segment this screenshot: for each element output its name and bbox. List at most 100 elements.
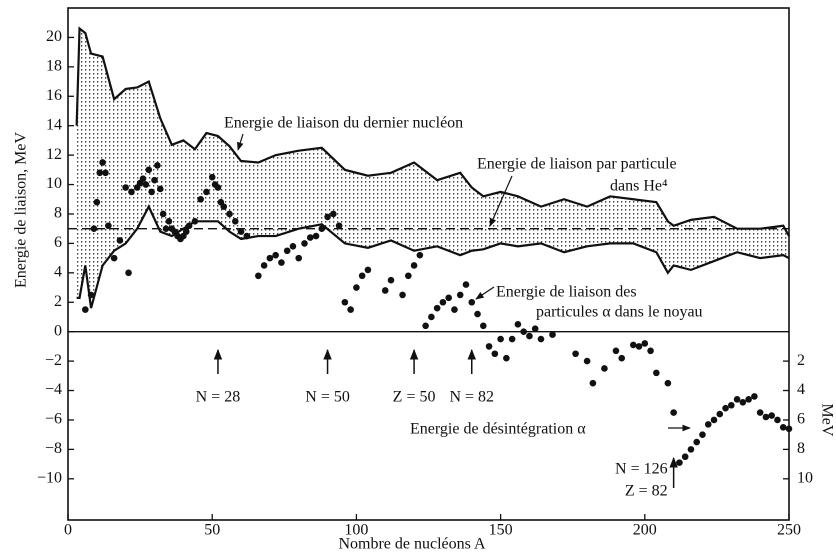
x-tick-label: 50 [204, 522, 220, 539]
point [203, 188, 210, 196]
point [335, 222, 343, 230]
x-tick-label: 100 [344, 522, 368, 539]
y-tick-label: 4 [54, 263, 62, 280]
y-tick-label: 14 [46, 116, 62, 133]
marker-label: Z = 82 [625, 483, 668, 500]
decay-point [739, 398, 747, 406]
annotation: Energie de liaison des [496, 284, 637, 301]
point [255, 272, 262, 280]
point [531, 325, 539, 333]
decay-point [722, 404, 729, 412]
decay-point [693, 438, 701, 446]
point [381, 287, 389, 294]
annotation-arrow [489, 175, 513, 227]
point [197, 195, 204, 203]
point [312, 232, 320, 240]
point [462, 281, 470, 288]
point [399, 291, 406, 299]
decay-point [716, 410, 724, 418]
point [664, 379, 672, 387]
point [128, 188, 135, 196]
point [231, 218, 239, 225]
point [283, 247, 291, 255]
y2-tick-label: 6 [797, 411, 805, 428]
point [182, 228, 190, 235]
y-axis-label: Energie de liaison, MeV [13, 132, 30, 289]
decay-point [710, 416, 718, 424]
decay-point [779, 424, 787, 431]
point [508, 335, 516, 343]
point [162, 225, 170, 232]
point [105, 222, 112, 230]
band-edge [76, 204, 790, 309]
point [145, 166, 153, 174]
point [237, 228, 245, 235]
decay-point [768, 412, 775, 419]
decay-point [704, 421, 712, 428]
decay-point [676, 459, 683, 466]
point [347, 306, 354, 313]
point [491, 350, 499, 358]
point [387, 276, 395, 284]
annotation-arrow [475, 286, 495, 300]
point [125, 269, 132, 277]
point [191, 218, 199, 225]
x-axis-label: Nombre de nucléons A [338, 536, 486, 553]
point [358, 272, 366, 280]
point [537, 335, 545, 343]
decay-point [785, 425, 793, 433]
point [260, 262, 268, 269]
point [214, 184, 222, 191]
annotation-arrow [237, 133, 244, 151]
x-tick-label: 200 [633, 522, 657, 539]
point [589, 379, 597, 387]
point [289, 243, 297, 250]
point [87, 291, 95, 299]
point [647, 347, 654, 355]
point [99, 159, 106, 166]
y-tick-label: 2 [54, 293, 62, 310]
annotation: particules α dans le noyau [536, 304, 703, 321]
point [318, 225, 326, 232]
decay-point [751, 393, 758, 400]
point [82, 306, 89, 313]
point [93, 198, 101, 206]
decay-point [756, 409, 764, 416]
point [116, 237, 124, 244]
point [226, 210, 233, 218]
point [90, 225, 98, 232]
y-tick-label: 20 [46, 28, 62, 45]
point [410, 262, 418, 269]
point [405, 272, 412, 280]
point [514, 321, 522, 328]
x-tick-label: 250 [777, 522, 801, 539]
decay-point [728, 401, 735, 409]
point [641, 340, 649, 347]
point [635, 343, 643, 350]
point [266, 254, 274, 262]
point [428, 313, 435, 321]
x-tick-label: 150 [489, 522, 513, 539]
point [272, 251, 279, 259]
decay-point [687, 446, 695, 453]
point [503, 354, 510, 362]
point [110, 254, 118, 262]
point [439, 298, 447, 306]
point [341, 298, 349, 306]
annotation: Energie de désintégration α [410, 421, 586, 438]
band-fill [76, 28, 790, 309]
decay-point [699, 431, 706, 438]
point [497, 335, 504, 343]
decay-point [681, 453, 689, 461]
point [165, 218, 173, 225]
y-tick-label: 8 [54, 205, 62, 222]
decay-point [745, 396, 752, 403]
y-tick-label: 0 [54, 322, 62, 339]
y2-tick-label: 10 [797, 469, 813, 486]
point [330, 210, 337, 218]
point [474, 310, 481, 318]
point [102, 169, 109, 177]
point [468, 298, 476, 306]
point [208, 173, 216, 181]
y2-tick-label: 8 [797, 440, 805, 457]
